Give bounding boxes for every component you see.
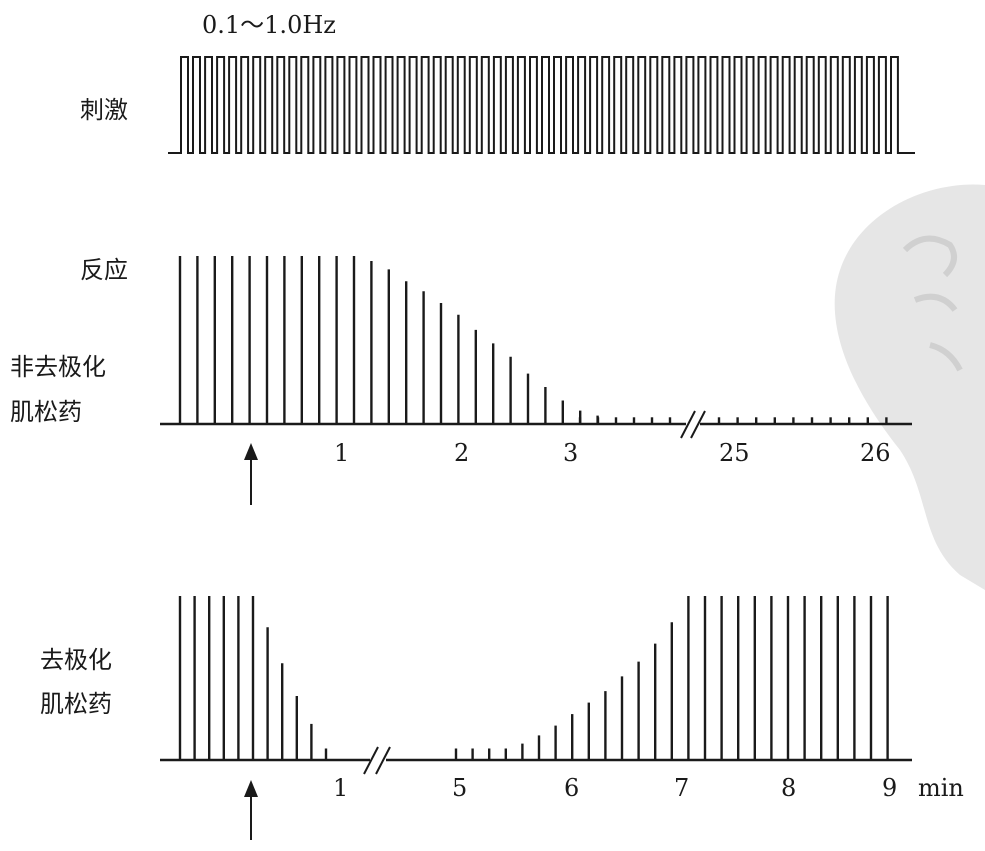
watermark <box>834 184 985 590</box>
depol-tick-6: 6 <box>564 774 579 802</box>
response-label: 反应 <box>80 256 128 284</box>
depol-tick-7: 7 <box>674 774 689 802</box>
nondepol-label-line1: 非去极化 <box>10 353 106 381</box>
depol-axis-break-2 <box>375 746 391 775</box>
nondepol-tick-25: 25 <box>719 439 750 467</box>
nondepol-tick-3: 3 <box>563 439 578 467</box>
nondepol-axis-break-2 <box>690 410 706 439</box>
depol-label-line2: 肌松药 <box>40 690 112 718</box>
nondepol-label-line2: 肌松药 <box>10 398 82 426</box>
depol-tick-1: 1 <box>333 774 348 802</box>
nondepol-injection-arrow <box>244 443 258 505</box>
nondepol-tick-2: 2 <box>454 439 469 467</box>
depol-axis-break-1 <box>363 746 379 775</box>
depol-injection-arrow <box>244 780 258 840</box>
nondepol-axis-break-1 <box>680 410 696 439</box>
depol-response-bars <box>178 596 889 760</box>
depol-unit-label: min <box>918 774 964 802</box>
frequency-label: 0.1～1.0Hz <box>202 11 336 39</box>
stimulus-label: 刺激 <box>80 96 128 124</box>
nondepol-tick-26: 26 <box>860 439 891 467</box>
depol-tick-9: 9 <box>882 774 897 802</box>
depol-label-line1: 去极化 <box>40 646 112 674</box>
nondepol-response-bars <box>178 256 888 424</box>
depol-tick-5: 5 <box>452 774 467 802</box>
nondepol-tick-1: 1 <box>334 439 349 467</box>
depol-tick-8: 8 <box>781 774 796 802</box>
stimulus-pulse-train <box>168 56 915 154</box>
